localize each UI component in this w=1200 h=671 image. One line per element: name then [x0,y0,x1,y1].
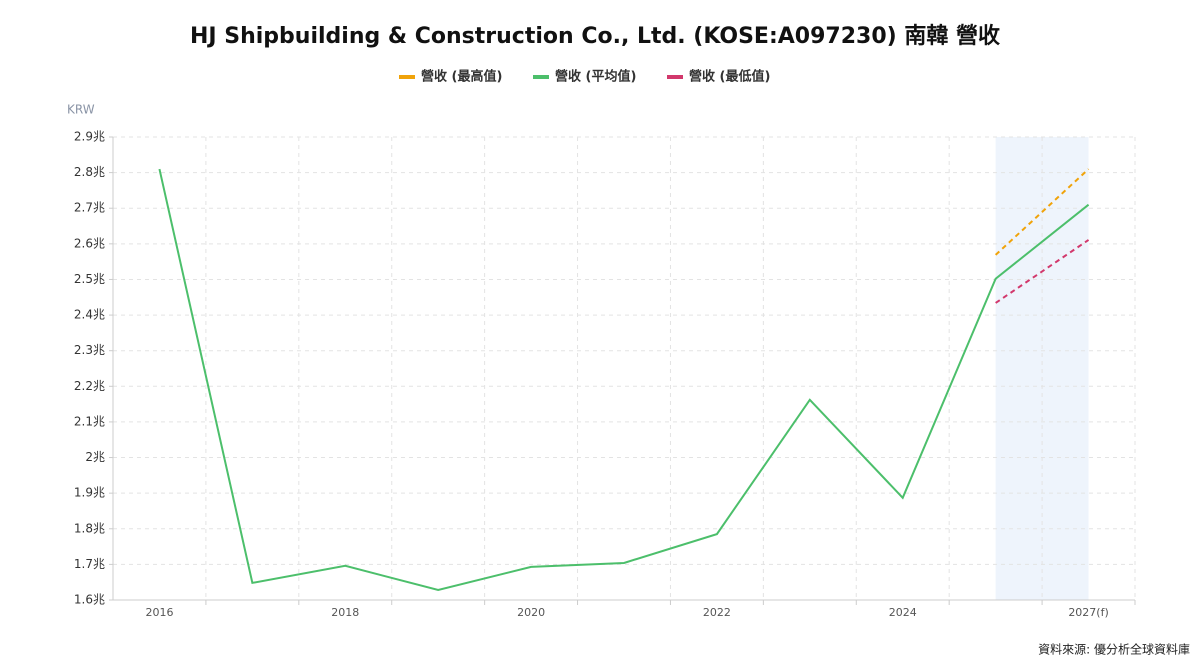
series-line [158,168,1090,592]
y-tick-label: 2.9兆 [74,130,105,144]
y-tick-label: 1.9兆 [74,486,105,500]
series-line [994,168,1090,256]
x-tick-label: 2024 [889,606,917,619]
legend-label: 營收 (平均值) [555,69,636,85]
y-tick-label: 2.4兆 [74,308,105,322]
y-tick-label: 2.7兆 [74,201,105,215]
y-tick-label: 2兆 [85,450,105,464]
y-tick-label: 2.3兆 [74,343,105,357]
y-unit: KRW [67,103,95,117]
y-tick-label: 2.6兆 [74,236,105,250]
y-tick-label: 1.7兆 [74,557,105,571]
y-tick-label: 2.8兆 [74,165,105,179]
y-tick-label: 1.6兆 [74,593,105,607]
x-tick-label: 2018 [331,606,359,619]
x-tick-label: 2016 [145,606,173,619]
y-tick-label: 2.2兆 [74,379,105,393]
x-tick-label: 2022 [703,606,731,619]
y-tick-label: 1.8兆 [74,521,105,535]
legend-label: 營收 (最低值) [689,69,770,85]
legend-label: 營收 (最高值) [421,69,502,85]
series-line [995,239,1090,304]
y-tick-label: 2.1兆 [74,414,105,428]
chart-title: HJ Shipbuilding & Construction Co., Ltd.… [190,23,1000,49]
source: 資料來源: 優分析全球資料庫 [1038,642,1190,657]
x-tick-label: 2027(f) [1068,606,1108,619]
y-tick-label: 2.5兆 [74,272,105,286]
x-tick-label: 2020 [517,606,545,619]
